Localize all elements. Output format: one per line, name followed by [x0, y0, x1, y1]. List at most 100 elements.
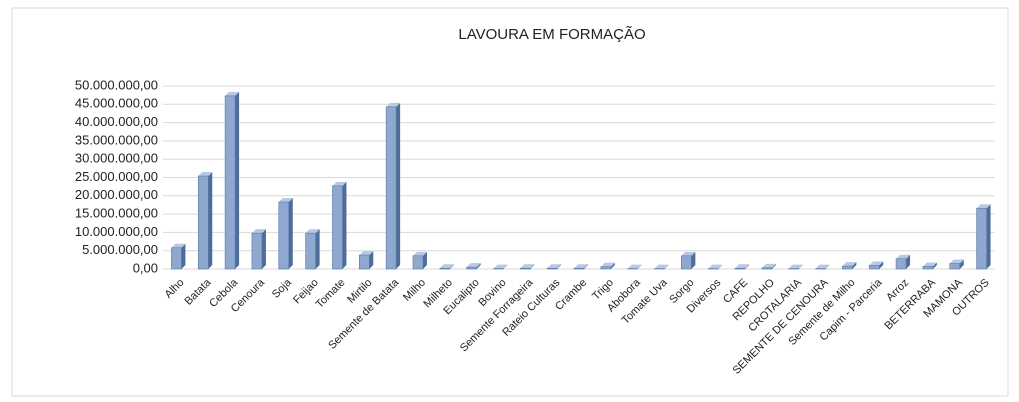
y-tick-label: 0,00 [133, 260, 158, 275]
bar [573, 267, 585, 270]
bar-depth [852, 262, 857, 269]
bar-depth [735, 264, 750, 269]
bar-depth [396, 102, 401, 269]
bar-depth [949, 259, 964, 264]
bar-depth [664, 264, 669, 269]
bar-depth [449, 264, 454, 269]
bar [385, 106, 397, 270]
bar-depth [610, 262, 615, 269]
chart-frame [11, 7, 1009, 397]
bar [976, 207, 987, 270]
bar-depth [181, 243, 186, 269]
bar-depth [681, 251, 696, 256]
bar-depth [171, 243, 186, 248]
y-tick-label: 15.000.000,00 [75, 206, 158, 221]
bar-depth [208, 172, 213, 269]
y-tick-label: 40.000.000,00 [75, 114, 158, 129]
bar-depth [627, 264, 642, 269]
bar-depth [503, 264, 508, 269]
bar-depth [530, 264, 535, 269]
bar-depth [932, 262, 937, 269]
bar-depth [369, 251, 374, 269]
bar [412, 255, 424, 270]
bar-depth [637, 264, 642, 269]
bar [171, 247, 182, 270]
y-tick-label: 5.000.000,00 [82, 242, 158, 257]
bar-depth [718, 264, 723, 269]
bar-depth [654, 264, 669, 269]
bar [332, 185, 343, 270]
bar-depth [251, 229, 266, 234]
bar-depth [412, 251, 427, 256]
bar [520, 267, 531, 270]
bar-depth [315, 229, 320, 269]
bar [305, 232, 316, 270]
bar-depth [691, 251, 696, 269]
bar-depth [745, 264, 750, 269]
bar-depth [761, 263, 776, 268]
bar [734, 267, 746, 270]
bar-depth [386, 102, 401, 107]
bar-depth [520, 264, 535, 269]
y-tick-label: 25.000.000,00 [75, 169, 158, 184]
bar [681, 255, 692, 270]
bar-depth [439, 264, 454, 269]
chart-title: LAVOURA EM FORMAÇÃO [458, 26, 645, 43]
bar-depth [359, 251, 374, 256]
bar-depth [261, 229, 266, 269]
bar [761, 267, 773, 270]
y-tick-label: 50.000.000,00 [75, 77, 158, 92]
bar-depth [986, 204, 991, 269]
bar-depth [574, 264, 588, 269]
bar-depth [305, 229, 320, 234]
y-tick-label: 10.000.000,00 [75, 224, 158, 239]
bar-depth [476, 263, 481, 269]
bar-depth [422, 251, 427, 269]
bar [224, 95, 236, 270]
bar-depth [842, 262, 857, 267]
bar-depth [922, 262, 937, 267]
bar-depth [288, 198, 293, 269]
bar-depth [600, 262, 615, 267]
bar-depth [959, 259, 964, 269]
bar-depth [788, 264, 803, 269]
bar [600, 266, 612, 270]
bar-depth [825, 264, 830, 269]
bar [358, 254, 370, 270]
bar [466, 266, 477, 270]
bar-depth [906, 254, 911, 269]
bar [439, 267, 451, 270]
bar [278, 201, 290, 270]
bar [895, 258, 907, 270]
bar [251, 232, 263, 270]
y-tick-label: 35.000.000,00 [75, 132, 158, 147]
bar-depth [815, 264, 830, 269]
bar-depth [547, 264, 562, 269]
bar-depth [198, 172, 213, 177]
bar-depth [879, 261, 884, 269]
y-tick-label: 20.000.000,00 [75, 187, 158, 202]
bar [868, 265, 880, 270]
bar-depth [493, 264, 508, 269]
bar [922, 266, 934, 270]
bar-depth [869, 261, 884, 266]
bar-depth [708, 264, 723, 269]
bar-depth [557, 264, 562, 269]
bar-depth [798, 264, 803, 269]
bar [949, 263, 961, 270]
bar-depth [332, 181, 347, 186]
y-tick-label: 45.000.000,00 [75, 96, 158, 111]
bar-depth [896, 254, 911, 259]
bar-depth [235, 91, 240, 269]
bar [842, 265, 853, 270]
bar-depth [584, 264, 588, 269]
bar [546, 267, 558, 270]
bar-depth [976, 204, 991, 209]
bar-depth [342, 181, 347, 269]
bar-depth [278, 198, 293, 203]
bar [197, 175, 209, 270]
bar-depth [466, 263, 481, 268]
bar-depth [771, 263, 776, 269]
bar-depth [225, 91, 240, 96]
